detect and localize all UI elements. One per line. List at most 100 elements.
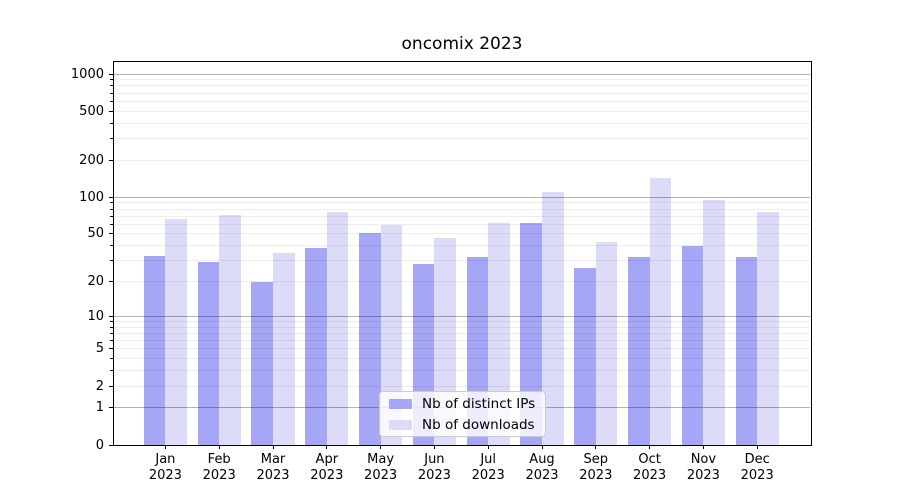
bar-ips-aug xyxy=(520,222,542,445)
bar-downloads-aug xyxy=(542,191,564,445)
bar-downloads-may xyxy=(380,225,403,445)
y-tick-10 xyxy=(109,315,113,317)
x-tick-label-jan: Jan 2023 xyxy=(148,452,182,483)
x-tick-jan xyxy=(164,445,166,449)
minor-gridline xyxy=(114,122,810,124)
x-tick-label-nov: Nov 2023 xyxy=(686,452,720,483)
y-minor-tick xyxy=(110,100,113,102)
bar-ips-oct xyxy=(627,257,650,445)
y-tick-label-50: 50 xyxy=(87,226,104,242)
x-tick-apr xyxy=(326,445,328,449)
y-minor-tick xyxy=(110,370,113,372)
y-minor-tick xyxy=(110,110,113,112)
bar-ips-jan xyxy=(143,255,166,445)
y-tick-label-1000: 1000 xyxy=(70,66,104,82)
x-tick-label-oct: Oct 2023 xyxy=(633,452,667,483)
bar-downloads-jul xyxy=(488,223,510,445)
y-minor-tick xyxy=(110,215,113,217)
minor-gridline xyxy=(114,92,810,94)
minor-gridline xyxy=(114,159,810,161)
bar-ips-dec xyxy=(735,257,758,445)
y-tick-0 xyxy=(109,444,113,446)
y-tick-label-5: 5 xyxy=(95,341,104,357)
y-tick-1000 xyxy=(109,73,113,75)
legend-item-downloads: Nb of downloads xyxy=(389,414,545,435)
bar-ips-may xyxy=(358,232,381,445)
y-minor-tick xyxy=(110,122,113,124)
x-tick-may xyxy=(380,445,382,449)
y-minor-tick xyxy=(110,320,113,322)
y-tick-label-2: 2 xyxy=(95,378,104,394)
minor-gridline xyxy=(114,233,810,235)
x-tick-dec xyxy=(756,445,758,449)
x-tick-aug xyxy=(541,445,543,449)
bar-ips-feb xyxy=(197,262,220,445)
y-minor-tick xyxy=(110,223,113,225)
y-minor-tick xyxy=(110,281,113,282)
y-minor-tick xyxy=(110,332,113,334)
minor-gridline xyxy=(114,348,810,350)
minor-gridline xyxy=(114,370,810,372)
bar-downloads-jan xyxy=(165,219,188,445)
y-tick-label-20: 20 xyxy=(87,274,104,289)
legend-label-distinct-ips: Nb of distinct IPs xyxy=(422,395,536,412)
y-tick-label-1: 1 xyxy=(95,400,104,416)
x-tick-jun xyxy=(433,445,435,449)
bar-downloads-sep xyxy=(595,241,618,445)
y-minor-tick xyxy=(110,245,113,247)
y-tick-1 xyxy=(109,407,113,409)
x-tick-label-jul: Jul 2023 xyxy=(471,452,505,483)
bar-downloads-oct xyxy=(649,178,672,445)
minor-gridline xyxy=(114,320,810,322)
y-minor-tick xyxy=(110,202,113,204)
y-minor-tick xyxy=(110,385,113,387)
y-minor-tick xyxy=(110,326,113,328)
y-minor-tick xyxy=(110,92,113,94)
minor-gridline xyxy=(114,340,810,341)
x-tick-label-feb: Feb 2023 xyxy=(202,452,236,483)
y-tick-100 xyxy=(109,196,113,198)
y-minor-tick xyxy=(110,260,113,262)
minor-gridline xyxy=(114,138,810,140)
y-tick-label-100: 100 xyxy=(79,189,104,205)
x-tick-label-apr: Apr 2023 xyxy=(310,452,344,483)
bar-ips-mar xyxy=(251,281,273,445)
y-minor-tick xyxy=(110,85,113,87)
bar-ips-nov xyxy=(681,245,704,445)
y-tick-label-10: 10 xyxy=(87,308,104,324)
legend-item-distinct-ips: Nb of distinct IPs xyxy=(389,393,545,414)
minor-gridline xyxy=(114,85,810,87)
minor-gridline xyxy=(114,281,810,282)
major-gridline xyxy=(114,196,810,198)
legend-swatch-downloads xyxy=(389,419,412,430)
y-tick-label-200: 200 xyxy=(79,152,104,168)
major-gridline xyxy=(114,315,810,317)
minor-gridline xyxy=(114,110,810,112)
x-tick-label-sep: Sep 2023 xyxy=(579,452,613,483)
x-tick-jul xyxy=(487,445,489,449)
minor-gridline xyxy=(114,208,810,210)
chart-title: oncomix 2023 xyxy=(401,34,523,54)
x-tick-sep xyxy=(595,445,597,449)
x-tick-label-mar: Mar 2023 xyxy=(256,452,290,483)
y-tick-label-0: 0 xyxy=(95,437,104,453)
minor-gridline xyxy=(114,332,810,334)
y-minor-tick xyxy=(110,159,113,161)
y-minor-tick xyxy=(110,79,113,81)
minor-gridline xyxy=(114,358,810,360)
y-minor-tick xyxy=(110,358,113,360)
y-minor-tick xyxy=(110,348,113,350)
minor-gridline xyxy=(114,215,810,217)
x-tick-nov xyxy=(702,445,704,449)
minor-gridline xyxy=(114,260,810,262)
x-tick-label-may: May 2023 xyxy=(364,452,398,483)
x-tick-feb xyxy=(218,445,220,449)
x-tick-oct xyxy=(649,445,651,449)
legend-swatch-distinct-ips xyxy=(389,398,412,409)
major-gridline xyxy=(114,73,810,75)
minor-gridline xyxy=(114,245,810,247)
bar-downloads-mar xyxy=(273,252,295,445)
minor-gridline xyxy=(114,326,810,328)
